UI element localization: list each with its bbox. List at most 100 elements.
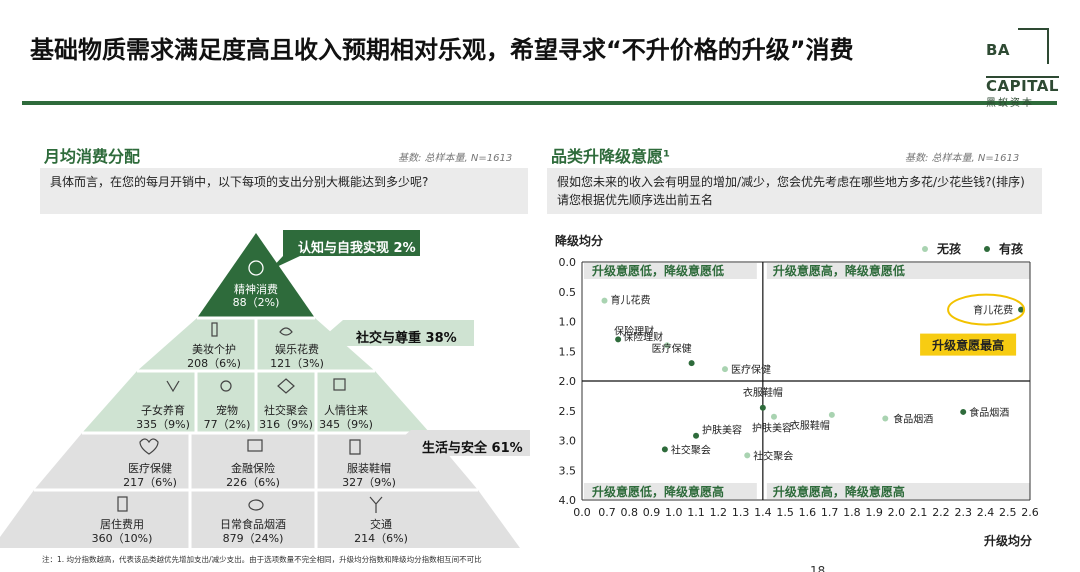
pyramid-label: 服装鞋帽 xyxy=(347,461,391,475)
quadrant-label: 升级意愿高，降级意愿低 xyxy=(773,263,905,278)
logo-frame xyxy=(1018,28,1049,64)
pyramid-value: 214（6%) xyxy=(354,532,408,545)
x-tick-label: 1.0 xyxy=(665,506,683,519)
x-tick-label: 2.1 xyxy=(910,506,928,519)
x-tick-label: 0.0 xyxy=(573,506,591,519)
pyramid-value: 77（2%) xyxy=(204,418,251,431)
pyramid-tier-5 xyxy=(0,490,520,548)
food-icon xyxy=(248,499,264,511)
finance-icon xyxy=(247,439,263,452)
y-tick-label: 0.0 xyxy=(559,256,577,269)
left-question: 具体而言，在您的每月开销中，以下每项的支出分别大概能达到多少呢? xyxy=(40,168,528,214)
scatter-point xyxy=(882,415,889,422)
y-tick-label: 1.0 xyxy=(559,316,577,329)
pyramid-label: 人情往来 xyxy=(324,403,368,417)
scatter-point-label: 社交聚会 xyxy=(753,449,793,462)
logo-line2: CAPITAL xyxy=(986,76,1059,95)
x-tick-label: 1.1 xyxy=(687,506,705,519)
title-divider xyxy=(22,101,1057,105)
right-section-title: 品类升降级意愿¹ xyxy=(551,147,671,166)
callout-shape-safety xyxy=(396,430,530,456)
social-icon xyxy=(277,378,295,394)
scatter-point xyxy=(664,342,671,349)
pyramid-value: 208（6%) xyxy=(187,357,241,370)
pyramid-value: 879（24%) xyxy=(223,532,284,545)
scatter-point-label: 食品烟酒 xyxy=(893,412,933,425)
pyramid-value: 121（3%) xyxy=(270,357,324,370)
pyramid-label: 居住费用 xyxy=(100,517,144,531)
pyramid-label: 子女养育 xyxy=(141,403,185,417)
scatter-point-label: 护肤美容 xyxy=(752,422,792,435)
scatter-point-label: 医疗保健 xyxy=(652,342,692,355)
x-tick-label: 1.9 xyxy=(865,506,883,519)
scatter-point-label: 衣服鞋帽 xyxy=(743,386,783,399)
pyramid-label: 交通 xyxy=(370,517,392,531)
scatter-point xyxy=(744,452,751,459)
x-tick-label: 2.0 xyxy=(888,506,906,519)
chart-axes: 0.0 0.7 0.8 0.9 1.0 1.1 1.2 1.3 1.4 1.5 1.6 1.7 1.8 1… xyxy=(559,241,1039,519)
consumption-pyramid: 精神消费 88（2%) 美妆个护 208（6%) 娱乐花费 121（3%) 子女… xyxy=(0,233,520,548)
x-tick-label: 2.4 xyxy=(977,506,995,519)
scatter-point-label: 育儿花费 xyxy=(611,294,651,307)
callout-safety: 生活与安全 61% xyxy=(422,441,523,456)
scatter-point xyxy=(828,411,835,418)
x-axis-label: 升级均分 xyxy=(984,533,1032,548)
x-tick-label: 1.3 xyxy=(732,506,750,519)
y-axis-label: 降级均分 xyxy=(555,233,603,248)
scatter-point xyxy=(721,366,728,373)
scatter-point xyxy=(960,408,967,415)
entertainment-icon xyxy=(279,327,293,336)
pyramid-value: 217（6%) xyxy=(123,476,177,489)
pet-icon xyxy=(220,380,232,392)
scatter-point-label: 保险理财 xyxy=(623,330,663,343)
x-tick-label: 2.2 xyxy=(932,506,950,519)
x-tick-label: 1.6 xyxy=(799,506,817,519)
legend-marker xyxy=(922,246,928,252)
x-tick-label: 1.2 xyxy=(710,506,728,519)
highlight-ring xyxy=(947,293,1026,326)
x-tick-label: 1.7 xyxy=(821,506,839,519)
left-base: 基数: 总样本量, N=1613 xyxy=(398,153,513,164)
logo-line3: 黑蚁资本 xyxy=(986,98,1034,109)
page-number: 18 xyxy=(810,564,826,572)
pyramid-label: 社交聚会 xyxy=(264,403,308,417)
left-section-title: 月均消费分配 xyxy=(44,147,141,166)
pyramid-label: 宠物 xyxy=(216,403,238,417)
scatter-point xyxy=(759,404,766,411)
x-tick-label: 2.6 xyxy=(1021,506,1039,519)
callout-shape-self xyxy=(270,230,420,270)
logo-line1: BA xyxy=(986,41,1011,59)
pyramid-label: 美妆个护 xyxy=(192,342,236,356)
quadrant-label: 升级意愿低，降级意愿低 xyxy=(592,263,724,278)
pyramid-label: 日常食品烟酒 xyxy=(220,517,286,531)
pyramid-value: 327（9%) xyxy=(342,476,396,489)
y-tick-label: 2.5 xyxy=(559,405,577,418)
page-title: 基础物质需求满足度高且收入预期相对乐观，希望寻求“不升价格的升级”消费 xyxy=(30,36,854,64)
pyramid-value: 335（9%) xyxy=(136,418,190,431)
highlight-label-bg xyxy=(920,333,1017,356)
scatter-point xyxy=(601,297,608,304)
scatter-point xyxy=(693,432,700,439)
callout-shapes xyxy=(270,230,530,456)
scatter-point xyxy=(1018,306,1025,313)
scatter-point xyxy=(770,413,777,420)
pyramid-top-value: 88（2%) xyxy=(233,296,280,309)
cosmetics-icon xyxy=(211,322,218,337)
quadrant-label: 升级意愿低，降级意愿高 xyxy=(592,484,724,499)
chart-points: 育儿花费保险理财医疗保健护肤美容衣服鞋帽食品烟酒社交聚会育儿花费保险理财医疗保健… xyxy=(601,293,1026,462)
transport-icon xyxy=(369,496,383,513)
pyramid-value: 360（10%) xyxy=(92,532,153,545)
x-tick-label: 2.3 xyxy=(954,506,972,519)
legend-label: 无孩 xyxy=(936,241,961,256)
x-tick-label: 1.4 xyxy=(754,506,772,519)
pyramid-tier-4 xyxy=(34,433,478,490)
x-tick-label: 1.5 xyxy=(776,506,794,519)
pyramid-top-label: 精神消费 xyxy=(234,282,278,296)
quadrant-bg xyxy=(766,263,1030,279)
x-tick-label: 0.7 xyxy=(598,506,616,519)
callout-self: 认知与自我实现 2% xyxy=(298,241,416,256)
scatter-point-label: 社交聚会 xyxy=(671,443,711,456)
housing-icon xyxy=(117,496,128,512)
